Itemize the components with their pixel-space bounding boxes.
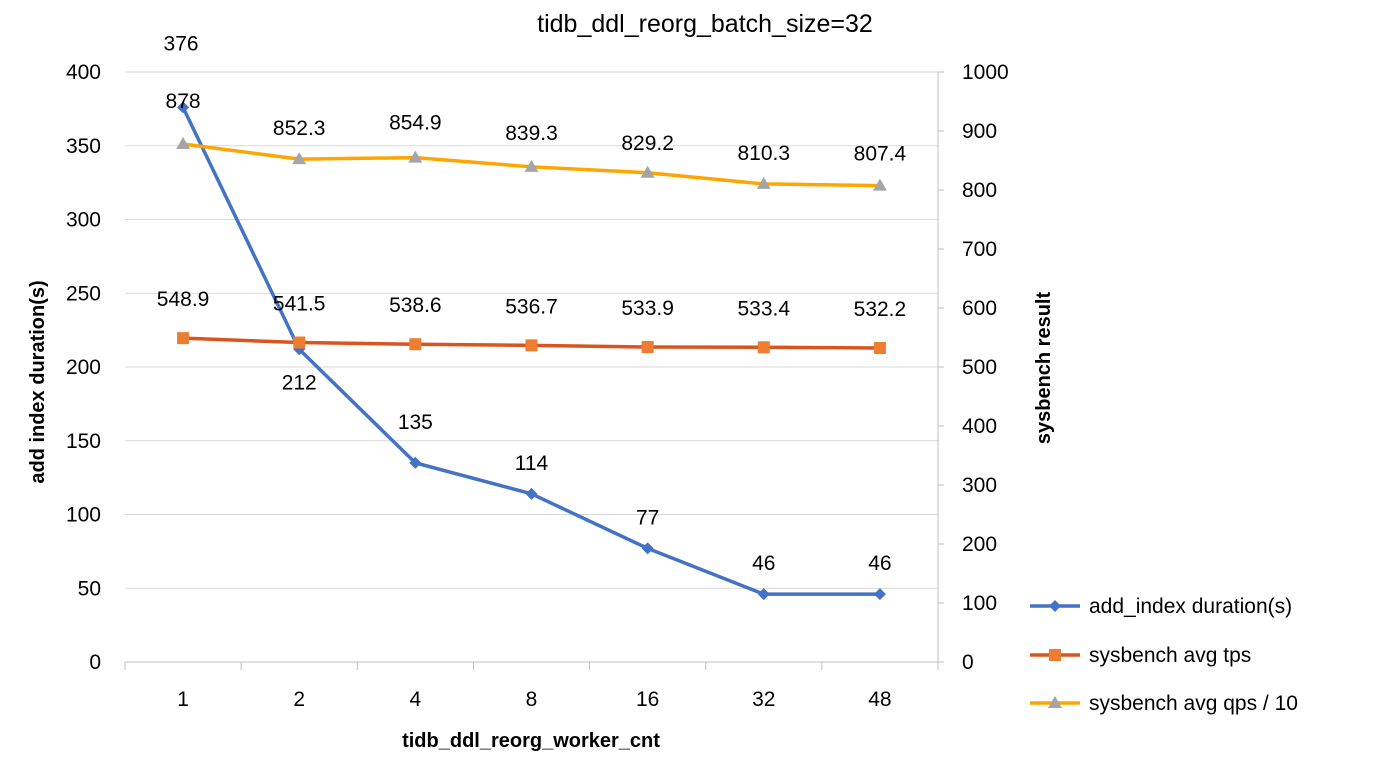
data-label: 548.9 — [157, 288, 210, 311]
marker-square — [409, 338, 422, 351]
marker-diamond — [641, 542, 654, 555]
left-tick-label: 400 — [66, 61, 101, 84]
right-tick-label: 100 — [962, 592, 997, 615]
data-label: 829.2 — [621, 132, 674, 155]
right-tick-label: 500 — [962, 356, 997, 379]
left-tick-label: 100 — [66, 504, 101, 527]
x-tick-label: 32 — [752, 688, 775, 711]
marker-diamond — [525, 487, 538, 500]
data-label: 852.3 — [273, 117, 326, 140]
legend-label: sysbench avg qps / 10 — [1089, 692, 1298, 715]
right-tick-label: 1000 — [962, 61, 1009, 84]
left-tick-label: 0 — [89, 651, 101, 674]
left-tick-label: 200 — [66, 356, 101, 379]
left-tick-label: 150 — [66, 430, 101, 453]
gridlines — [125, 71, 938, 589]
data-label: 538.6 — [389, 294, 442, 317]
marker-diamond — [177, 101, 190, 114]
data-label: 541.5 — [273, 293, 326, 316]
marker-triangle — [756, 176, 771, 189]
data-label: 532.2 — [854, 298, 907, 321]
data-label: 135 — [398, 411, 433, 434]
data-label: 533.4 — [738, 297, 791, 320]
data-label: 46 — [752, 552, 775, 575]
left-tick-label: 350 — [66, 135, 101, 158]
right-tick-label: 400 — [962, 415, 997, 438]
x-axis-title: tidb_ddl_reorg_worker_cnt — [402, 730, 660, 752]
right-tick-label: 700 — [962, 238, 997, 261]
marker-triangle — [292, 152, 307, 165]
marker-diamond — [409, 456, 422, 469]
data-label: 536.7 — [505, 295, 558, 318]
series-layer — [176, 101, 887, 601]
marker-square — [293, 336, 306, 349]
data-label: 839.3 — [505, 122, 558, 145]
x-tick-label: 1 — [177, 688, 189, 711]
left-tick-label: 300 — [66, 209, 101, 232]
legend-label: add_index duration(s) — [1089, 595, 1292, 618]
marker-square — [177, 332, 190, 345]
left-axis-title: add index duration(s) — [27, 280, 49, 483]
right-tick-label: 0 — [962, 651, 974, 674]
data-label: 533.9 — [621, 297, 674, 320]
marker-triangle — [872, 178, 887, 191]
right-tick-label: 800 — [962, 179, 997, 202]
legend-label: sysbench avg tps — [1089, 644, 1251, 667]
data-label: 46 — [868, 552, 891, 575]
data-label: 77 — [636, 506, 659, 529]
x-tick-label: 8 — [526, 688, 538, 711]
data-label: 212 — [282, 371, 317, 394]
x-tick-label: 2 — [293, 688, 305, 711]
marker-diamond — [873, 588, 886, 601]
x-tick-label: 4 — [410, 688, 422, 711]
right-axis-ticks: 0 100 200 300 400 500 600 700 800 900 1000 — [962, 61, 1009, 674]
marker-square — [757, 341, 770, 354]
marker-triangle — [408, 150, 423, 163]
legend: add_index duration(s) sysbench avg tps sys… — [1030, 595, 1298, 715]
marker-diamond — [1049, 600, 1061, 612]
data-label: 854.9 — [389, 112, 442, 135]
left-axis-ticks: 0 50 100 150 200 250 300 350 400 — [66, 61, 101, 674]
data-labels: 376 212 135 114 77 46 46 548.9 541.5 538.6 536.7 53… — [157, 32, 907, 575]
data-label: 376 — [164, 32, 199, 55]
right-tick-label: 900 — [962, 120, 997, 143]
right-tick-label: 300 — [962, 474, 997, 497]
marker-triangle — [524, 159, 539, 172]
data-label: 810.3 — [738, 142, 791, 165]
left-tick-label: 250 — [66, 282, 101, 305]
x-tick-label: 16 — [636, 688, 659, 711]
left-tick-label: 50 — [78, 577, 101, 600]
right-tick-label: 600 — [962, 297, 997, 320]
data-label: 878 — [166, 90, 201, 113]
x-axis-ticks: 1 2 4 8 16 32 48 — [177, 688, 891, 711]
axes — [124, 71, 944, 670]
marker-square — [641, 340, 654, 353]
right-tick-label: 200 — [962, 533, 997, 556]
marker-square — [873, 342, 886, 355]
marker-triangle — [640, 165, 655, 178]
marker-square — [1049, 649, 1061, 661]
chart-title: tidb_ddl_reorg_batch_size=32 — [537, 10, 873, 38]
data-label: 807.4 — [854, 143, 907, 166]
data-label: 114 — [515, 452, 549, 475]
right-axis-title: sysbench result — [1033, 292, 1055, 445]
marker-diamond — [757, 588, 770, 601]
marker-square — [525, 339, 538, 352]
marker-triangle — [1048, 696, 1062, 708]
marker-triangle — [176, 136, 191, 149]
x-tick-label: 48 — [868, 688, 891, 711]
